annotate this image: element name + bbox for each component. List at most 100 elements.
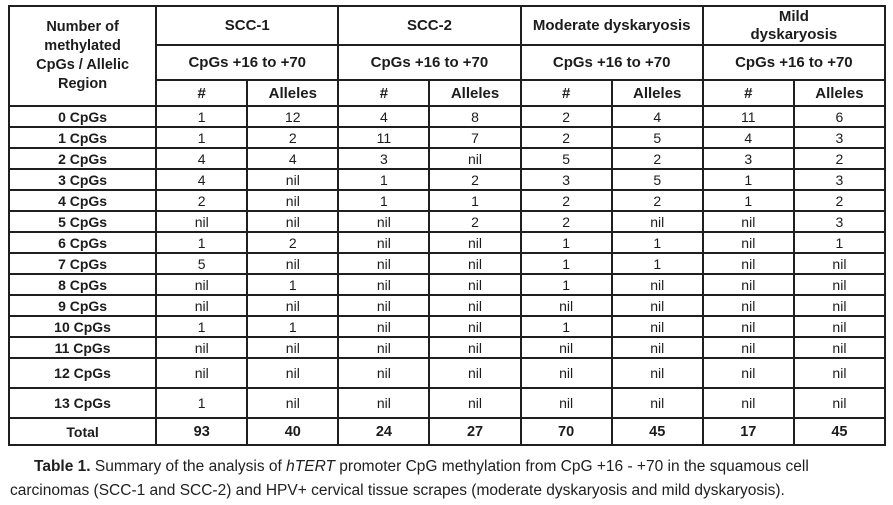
cell-value: nil	[337, 210, 431, 233]
row-label: 12 CpGs	[7, 357, 158, 389]
cell-value: 7	[428, 126, 522, 149]
subcol-header-count: #	[701, 79, 795, 107]
subcol-header-count: #	[519, 79, 613, 107]
cell-value: 1	[519, 252, 613, 275]
cell-value: nil	[428, 252, 522, 275]
cell-value: nil	[519, 294, 613, 317]
cell-value: 8	[428, 105, 522, 128]
table-row: 9 CpGs nil nil nil nil nil nil nil nil	[7, 294, 887, 317]
cell-value: 1	[701, 189, 795, 212]
region-header: CpGs +16 to +70	[155, 44, 340, 81]
cell-value: 2	[428, 168, 522, 191]
region-header: CpGs +16 to +70	[701, 44, 887, 81]
cell-value: nil	[701, 273, 795, 296]
group-header-scc2: SCC-2	[337, 5, 522, 46]
row-label: 6 CpGs	[7, 231, 158, 254]
cell-value: nil	[792, 252, 887, 275]
cell-value: 1	[155, 315, 249, 338]
cell-value: 2	[428, 210, 522, 233]
subcol-header-alleles: Alleles	[428, 79, 522, 107]
table-row: 7 CpGs 5 nil nil nil 1 1 nil nil	[7, 252, 887, 275]
cell-value: nil	[519, 357, 613, 389]
table-row: 2 CpGs 4 4 3 nil 5 2 3 2	[7, 147, 887, 170]
caption-gene-name: hTERT	[286, 458, 335, 475]
cell-value: nil	[792, 315, 887, 338]
cell-value: 1	[155, 105, 249, 128]
cell-value: nil	[792, 357, 887, 389]
total-cell-value: 70	[519, 417, 613, 446]
cell-value: 1	[155, 126, 249, 149]
cell-value: 11	[701, 105, 795, 128]
header-row-groups: Number of methylated CpGs / Allelic Regi…	[7, 5, 887, 107]
cell-value: nil	[701, 231, 795, 254]
cell-value: 1	[428, 189, 522, 212]
cell-value: nil	[337, 294, 431, 317]
cell-value: nil	[246, 168, 340, 191]
cell-value: 1	[246, 315, 340, 338]
row-label: 4 CpGs	[7, 189, 158, 212]
header-row-subcols: # Alleles # Alleles # Alleles # Alleles	[9, 79, 887, 107]
cell-value: 1	[337, 168, 431, 191]
cell-value: 1	[519, 231, 613, 254]
table-row: 8 CpGs nil 1 nil nil 1 nil nil nil	[7, 273, 887, 296]
cell-value: 2	[792, 147, 887, 170]
table-row: 13 CpGs 1 nil nil nil nil nil nil nil	[7, 387, 887, 419]
cell-value: nil	[337, 252, 431, 275]
total-cell-value: 40	[246, 417, 340, 446]
cell-value: nil	[337, 387, 431, 419]
cell-value: nil	[519, 387, 613, 419]
table-body: 0 CpGs 1 12 4 8 2 4 11 6 1 CpGs 1 2 11 7 2 5 4 3 2 CpGs 4 4 3…	[7, 105, 887, 446]
group-header-moderate-dyskaryosis: Moderate dyskaryosis	[519, 5, 704, 46]
subcol-header-count: #	[337, 79, 431, 107]
cell-value: nil	[792, 273, 887, 296]
cell-value: 11	[337, 126, 431, 149]
cell-value: 1	[337, 189, 431, 212]
cell-value: nil	[610, 357, 704, 389]
table-row: 11 CpGs nil nil nil nil nil nil nil nil	[7, 336, 887, 359]
table-row: 4 CpGs 2 nil 1 1 2 2 1 2	[7, 189, 887, 212]
cell-value: 2	[155, 189, 249, 212]
cell-value: nil	[610, 315, 704, 338]
cell-value: nil	[246, 252, 340, 275]
cell-value: nil	[155, 294, 249, 317]
subcol-header-alleles: Alleles	[792, 79, 887, 107]
group-header-scc1: SCC-1	[155, 5, 340, 46]
cell-value: nil	[428, 357, 522, 389]
cell-value: 1	[155, 231, 249, 254]
cell-value: nil	[792, 387, 887, 419]
cell-value: nil	[701, 315, 795, 338]
cell-value: nil	[246, 357, 340, 389]
cell-value: nil	[155, 273, 249, 296]
cell-value: 2	[519, 210, 613, 233]
cell-value: 1	[519, 273, 613, 296]
cell-value: nil	[155, 336, 249, 359]
cell-value: 1	[246, 273, 340, 296]
cell-value: nil	[701, 252, 795, 275]
cell-value: 1	[610, 231, 704, 254]
cell-value: nil	[337, 357, 431, 389]
cell-value: 1	[519, 315, 613, 338]
table-row: 6 CpGs 1 2 nil nil 1 1 nil 1	[7, 231, 887, 254]
cell-value: nil	[428, 315, 522, 338]
cell-value: nil	[701, 210, 795, 233]
cell-value: nil	[792, 336, 887, 359]
cell-value: 4	[155, 147, 249, 170]
row-label: 0 CpGs	[7, 105, 158, 128]
region-header: CpGs +16 to +70	[337, 44, 522, 81]
cell-value: 5	[610, 168, 704, 191]
methylation-table: Number of methylated CpGs / Allelic Regi…	[7, 5, 887, 446]
cell-value: nil	[155, 210, 249, 233]
cell-value: 3	[701, 147, 795, 170]
cell-value: nil	[428, 336, 522, 359]
cell-value: nil	[155, 357, 249, 389]
cell-value: 5	[610, 126, 704, 149]
cell-value: 3	[792, 168, 887, 191]
cell-value: nil	[792, 294, 887, 317]
total-cell-value: 45	[610, 417, 704, 446]
cell-value: nil	[246, 294, 340, 317]
total-cell-value: 17	[701, 417, 795, 446]
table-row: 1 CpGs 1 2 11 7 2 5 4 3	[7, 126, 887, 149]
cell-value: nil	[337, 315, 431, 338]
total-cell-value: 27	[428, 417, 522, 446]
